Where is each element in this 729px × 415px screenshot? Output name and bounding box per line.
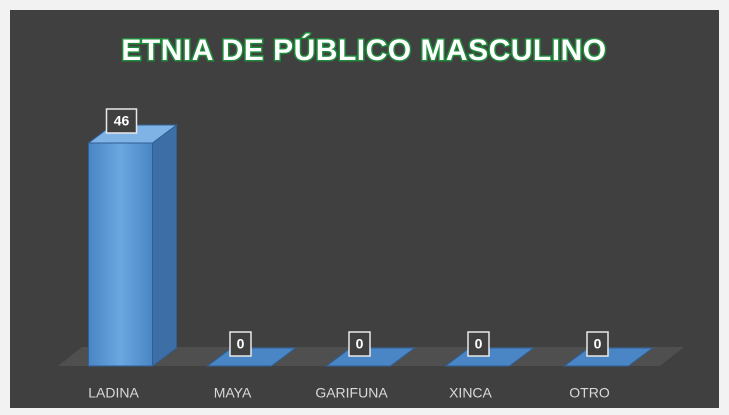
bar-side: [152, 124, 177, 367]
value-label: 0: [594, 336, 602, 352]
value-label-box: [467, 331, 490, 357]
value-label: 46: [114, 113, 130, 129]
x-tick-label: OTRO: [569, 385, 610, 401]
value-label: 0: [237, 336, 245, 352]
chart-title: ETNIA DE PÚBLICO MASCULINO: [121, 33, 606, 67]
x-tick-label: GARIFUNA: [315, 385, 388, 401]
x-tick-label: XINCA: [449, 385, 492, 401]
value-label-box: [105, 108, 138, 134]
value-label: 0: [356, 336, 364, 352]
value-label-box: [586, 331, 609, 357]
bar-front: [88, 142, 153, 367]
x-tick-label: MAYA: [214, 385, 252, 401]
value-label-box: [229, 331, 252, 357]
x-tick-label: LADINA: [88, 385, 139, 401]
value-label: 0: [475, 336, 483, 352]
value-label-box: [348, 331, 371, 357]
